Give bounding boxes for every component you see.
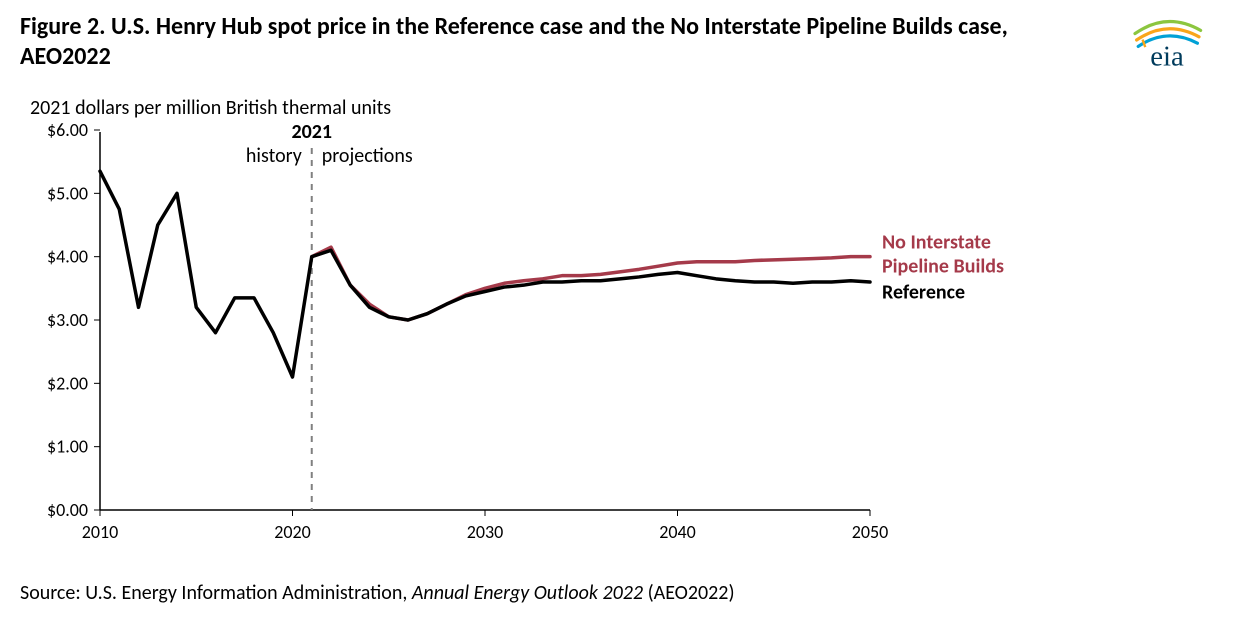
y-tick-label: $3.00 bbox=[47, 309, 88, 331]
source-italic: Annual Energy Outlook 2022 bbox=[412, 581, 643, 605]
series-label: No Interstate bbox=[882, 231, 991, 255]
series-label: Pipeline Builds bbox=[882, 255, 1004, 279]
x-tick-label: 2020 bbox=[274, 521, 311, 543]
y-tick-label: $2.00 bbox=[47, 372, 88, 394]
y-tick-label: $0.00 bbox=[47, 499, 88, 521]
series-label: Reference bbox=[882, 281, 965, 305]
y-tick-label: $4.00 bbox=[47, 246, 88, 268]
history-label: history bbox=[246, 144, 302, 168]
source-suffix: (AEO2022) bbox=[643, 581, 734, 605]
source-line: Source: U.S. Energy Information Administ… bbox=[20, 581, 735, 605]
y-axis-title: 2021 dollars per million British thermal… bbox=[30, 96, 391, 120]
figure-title: Figure 2. U.S. Henry Hub spot price in t… bbox=[20, 12, 1060, 72]
eia-logo-text: eia bbox=[1150, 41, 1184, 73]
x-tick-label: 2010 bbox=[82, 521, 119, 543]
series-line bbox=[100, 171, 870, 377]
y-tick-label: $1.00 bbox=[47, 436, 88, 458]
x-tick-label: 2050 bbox=[852, 521, 889, 543]
eia-logo: eia bbox=[1127, 14, 1207, 74]
source-prefix: Source: U.S. Energy Information Administ… bbox=[20, 581, 412, 605]
projections-label: projections bbox=[322, 144, 413, 168]
figure-container: { "title": "Figure 2. U.S. Henry Hub spo… bbox=[0, 0, 1235, 619]
y-tick-label: $6.00 bbox=[47, 120, 88, 141]
line-chart: $0.00 $1.00 $2.00 $3.00 $4.00 $5.00 $6.00 2010 2… bbox=[20, 120, 1080, 565]
divider-year-label: 2021 bbox=[291, 120, 332, 144]
x-tick-label: 2030 bbox=[467, 521, 504, 543]
x-tick-label: 2040 bbox=[659, 521, 696, 543]
y-tick-label: $5.00 bbox=[47, 182, 88, 204]
